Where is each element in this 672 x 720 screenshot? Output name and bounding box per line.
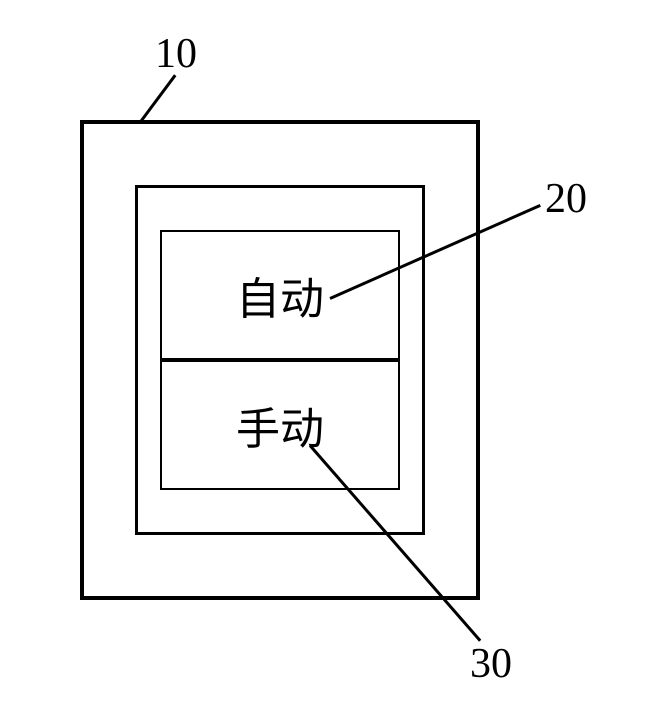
leader-line-10 — [139, 74, 176, 123]
auto-button: 自动 — [160, 230, 400, 360]
auto-button-label: 自动 — [236, 263, 324, 327]
callout-label-30: 30 — [470, 640, 512, 688]
callout-label-20: 20 — [545, 175, 587, 223]
diagram-container: 自动 手动 10 20 30 — [0, 0, 672, 720]
manual-button: 手动 — [160, 360, 400, 490]
callout-label-10: 10 — [155, 30, 197, 78]
